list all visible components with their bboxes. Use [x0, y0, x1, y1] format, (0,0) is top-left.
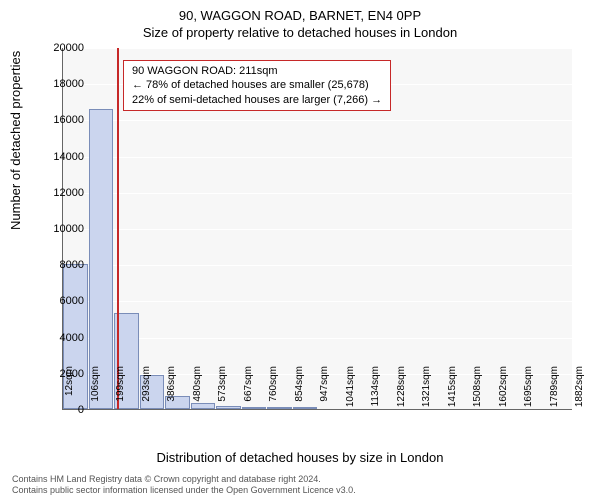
footer-attribution: Contains HM Land Registry data © Crown c… — [12, 474, 356, 496]
annotation-box: 90 WAGGON ROAD: 211sqm← 78% of detached … — [123, 60, 391, 111]
y-axis-label: Number of detached properties — [8, 51, 23, 230]
y-tick-label: 2000 — [34, 368, 84, 380]
chart-title-main: 90, WAGGON ROAD, BARNET, EN4 0PP — [0, 0, 600, 23]
x-tick-label: 667sqm — [243, 366, 254, 416]
annotation-line: ← 78% of detached houses are smaller (25… — [132, 78, 382, 92]
gridline — [63, 193, 572, 194]
x-tick-label: 293sqm — [141, 366, 152, 416]
gridline — [63, 338, 572, 339]
y-tick-label: 6000 — [34, 295, 84, 307]
x-tick-label: 1134sqm — [370, 366, 381, 416]
plot-area: 90 WAGGON ROAD: 211sqm← 78% of detached … — [62, 48, 572, 410]
x-tick-label: 106sqm — [90, 366, 101, 416]
footer-line-1: Contains HM Land Registry data © Crown c… — [12, 474, 356, 485]
y-tick-label: 4000 — [34, 332, 84, 344]
histogram-bar — [89, 109, 113, 409]
gridline — [63, 120, 572, 121]
y-tick-label: 14000 — [34, 151, 84, 163]
y-tick-label: 12000 — [34, 187, 84, 199]
gridline — [63, 265, 572, 266]
x-tick-label: 1041sqm — [345, 366, 356, 416]
chart-title-sub: Size of property relative to detached ho… — [0, 23, 600, 40]
annotation-line: 22% of semi-detached houses are larger (… — [132, 93, 382, 107]
x-tick-label: 573sqm — [217, 366, 228, 416]
y-tick-label: 10000 — [34, 223, 84, 235]
y-tick-label: 8000 — [34, 259, 84, 271]
gridline — [63, 229, 572, 230]
x-tick-label: 1228sqm — [396, 366, 407, 416]
annotation-line: 90 WAGGON ROAD: 211sqm — [132, 64, 382, 78]
gridline — [63, 157, 572, 158]
y-tick-label: 20000 — [34, 42, 84, 54]
y-tick-label: 18000 — [34, 78, 84, 90]
x-tick-label: 947sqm — [319, 366, 330, 416]
marker-line — [117, 48, 119, 409]
x-tick-label: 854sqm — [294, 366, 305, 416]
x-tick-label: 1508sqm — [472, 366, 483, 416]
x-tick-label: 1882sqm — [574, 366, 585, 416]
x-tick-label: 760sqm — [268, 366, 279, 416]
gridline — [63, 48, 572, 49]
y-tick-label: 0 — [34, 404, 84, 416]
y-tick-label: 16000 — [34, 114, 84, 126]
x-tick-label: 480sqm — [192, 366, 203, 416]
x-tick-label: 1695sqm — [523, 366, 534, 416]
x-axis-label: Distribution of detached houses by size … — [0, 450, 600, 465]
gridline — [63, 301, 572, 302]
x-tick-label: 1602sqm — [498, 366, 509, 416]
chart-area: 90 WAGGON ROAD: 211sqm← 78% of detached … — [62, 48, 572, 410]
gridline — [63, 410, 572, 411]
x-tick-label: 386sqm — [166, 366, 177, 416]
x-tick-label: 1789sqm — [549, 366, 560, 416]
x-tick-label: 199sqm — [115, 366, 126, 416]
x-tick-label: 1415sqm — [447, 366, 458, 416]
x-tick-label: 1321sqm — [421, 366, 432, 416]
footer-line-2: Contains public sector information licen… — [12, 485, 356, 496]
x-tick-label: 12sqm — [64, 366, 75, 416]
